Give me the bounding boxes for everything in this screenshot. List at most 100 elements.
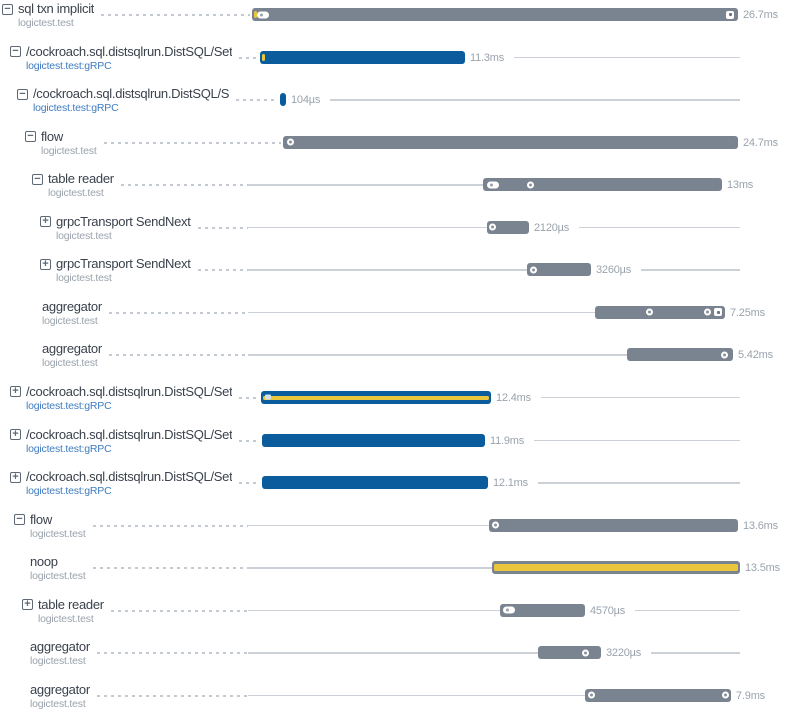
span-label: aggregator logictest.test (30, 640, 90, 667)
span-row: + /cockroach.sql.distsqlrun.DistSQL/Set … (0, 385, 786, 427)
span-title[interactable]: /cockroach.sql.distsqlrun.DistSQL/Set (26, 470, 233, 485)
span-title[interactable]: /cockroach.sql.distsqlrun.DistSQL/S (33, 87, 230, 102)
span-bar[interactable] (585, 688, 731, 702)
span-subtitle: logictest.test:gRPC (26, 399, 112, 412)
span-label: + /cockroach.sql.distsqlrun.DistSQL/Set … (10, 385, 232, 412)
span-title[interactable]: grpcTransport SendNext (56, 214, 191, 229)
span-row: + /cockroach.sql.distsqlrun.DistSQL/Set … (0, 470, 786, 512)
span-title[interactable]: aggregator (42, 299, 102, 314)
span-bar[interactable] (627, 348, 733, 362)
span-subtitle: logictest.test (41, 144, 97, 157)
span-label: − flow logictest.test (14, 513, 86, 540)
span-title[interactable]: aggregator (30, 640, 90, 655)
span-title[interactable]: flow (41, 129, 63, 144)
span-title[interactable]: flow (30, 512, 52, 527)
leader-dash-line (93, 567, 248, 570)
leader-dash-line (97, 694, 248, 697)
span-label: noop logictest.test (30, 555, 86, 582)
leader-dash-line (239, 56, 258, 59)
span-label: − flow logictest.test (25, 130, 97, 157)
leader-dash-line (109, 354, 248, 357)
span-title[interactable]: table reader (38, 597, 104, 612)
collapse-icon[interactable]: − (10, 46, 21, 58)
span-bar[interactable] (483, 178, 722, 192)
span-title-line: aggregator (30, 683, 90, 697)
child-span-marker (726, 10, 734, 19)
span-bar[interactable] (280, 93, 286, 107)
span-title[interactable]: grpcTransport SendNext (56, 257, 191, 272)
child-span-marker (492, 521, 499, 529)
span-row: − flow logictest.test 24.7ms (0, 130, 786, 172)
span-title[interactable]: aggregator (30, 682, 90, 697)
span-title-line: aggregator (42, 300, 102, 314)
span-duration-label: 3260µs (596, 264, 632, 277)
highlight-stripe (253, 11, 257, 18)
trace-baseline-right (538, 482, 740, 484)
span-row: + grpcTransport SendNext logictest.test … (0, 215, 786, 257)
leader-dash-line (198, 269, 248, 272)
trace-baseline-left (248, 226, 489, 229)
child-span-marker (257, 11, 269, 18)
span-title[interactable]: /cockroach.sql.distsqlrun.DistSQL/Set (26, 384, 233, 399)
span-bar[interactable] (595, 305, 725, 319)
trace-baseline-left (248, 184, 485, 186)
span-title[interactable]: /cockroach.sql.distsqlrun.DistSQL/Set (26, 427, 233, 442)
collapse-icon[interactable]: − (25, 131, 36, 143)
span-title-line: − flow (25, 130, 97, 144)
span-duration-label: 7.9ms (736, 689, 765, 702)
child-span-marker (530, 266, 537, 274)
span-subtitle: logictest.test (30, 697, 86, 710)
expand-icon[interactable]: + (10, 429, 21, 440)
span-title[interactable]: aggregator (42, 342, 102, 357)
span-bar[interactable] (283, 135, 738, 149)
expand-icon[interactable]: + (10, 471, 21, 483)
span-row: − sql txn implicit logictest.test 26.7ms (0, 2, 786, 44)
leader-dash-line (236, 99, 278, 102)
expand-icon[interactable]: + (40, 258, 51, 270)
span-bar[interactable] (538, 646, 601, 660)
trace-baseline-left (248, 567, 494, 569)
span-title[interactable]: noop (30, 555, 58, 570)
collapse-icon[interactable]: − (17, 88, 28, 100)
span-duration-label: 3220µs (606, 647, 642, 660)
span-title-line: − flow (14, 513, 86, 527)
span-duration-label: 13.5ms (745, 562, 780, 575)
trace-baseline-right (514, 56, 740, 59)
span-bar[interactable] (252, 8, 738, 21)
collapse-icon[interactable]: − (32, 173, 43, 185)
span-subtitle: logictest.test (42, 357, 98, 370)
collapse-icon[interactable]: − (2, 3, 13, 15)
child-span-marker (704, 308, 711, 316)
collapse-icon[interactable]: − (14, 514, 25, 526)
span-title-line: + grpcTransport SendNext (40, 215, 191, 229)
leader-dash-line (93, 524, 248, 527)
span-bar[interactable] (492, 561, 740, 575)
leader-dash-line (109, 311, 248, 314)
span-row: + /cockroach.sql.distsqlrun.DistSQL/Set … (0, 428, 786, 470)
span-label: + /cockroach.sql.distsqlrun.DistSQL/Set … (10, 470, 232, 497)
span-title[interactable]: sql txn implicit (18, 2, 95, 16)
span-bar[interactable] (527, 263, 591, 277)
span-subtitle: logictest.test:gRPC (26, 485, 112, 498)
expand-icon[interactable]: + (22, 599, 33, 611)
span-subtitle: logictest.test:gRPC (26, 442, 112, 455)
span-bar[interactable] (261, 390, 491, 404)
span-bar[interactable] (487, 220, 529, 234)
span-duration-label: 12.4ms (496, 391, 531, 404)
span-bar[interactable] (260, 50, 465, 64)
span-title[interactable]: table reader (48, 172, 114, 187)
expand-icon[interactable]: + (40, 216, 51, 228)
span-duration-label: 104µs (291, 94, 321, 107)
span-bar[interactable] (500, 603, 585, 617)
span-title-line: − sql txn implicit (2, 2, 94, 16)
child-span-marker (722, 691, 729, 699)
span-bar[interactable] (262, 433, 485, 447)
leader-dash-line (198, 226, 248, 229)
span-bar[interactable] (262, 476, 488, 490)
span-row: + grpcTransport SendNext logictest.test … (0, 257, 786, 299)
expand-icon[interactable]: + (10, 386, 21, 398)
child-span-marker (582, 649, 589, 657)
child-span-marker (646, 308, 653, 316)
span-title[interactable]: /cockroach.sql.distsqlrun.DistSQL/Set (26, 44, 233, 59)
span-bar[interactable] (489, 518, 738, 532)
